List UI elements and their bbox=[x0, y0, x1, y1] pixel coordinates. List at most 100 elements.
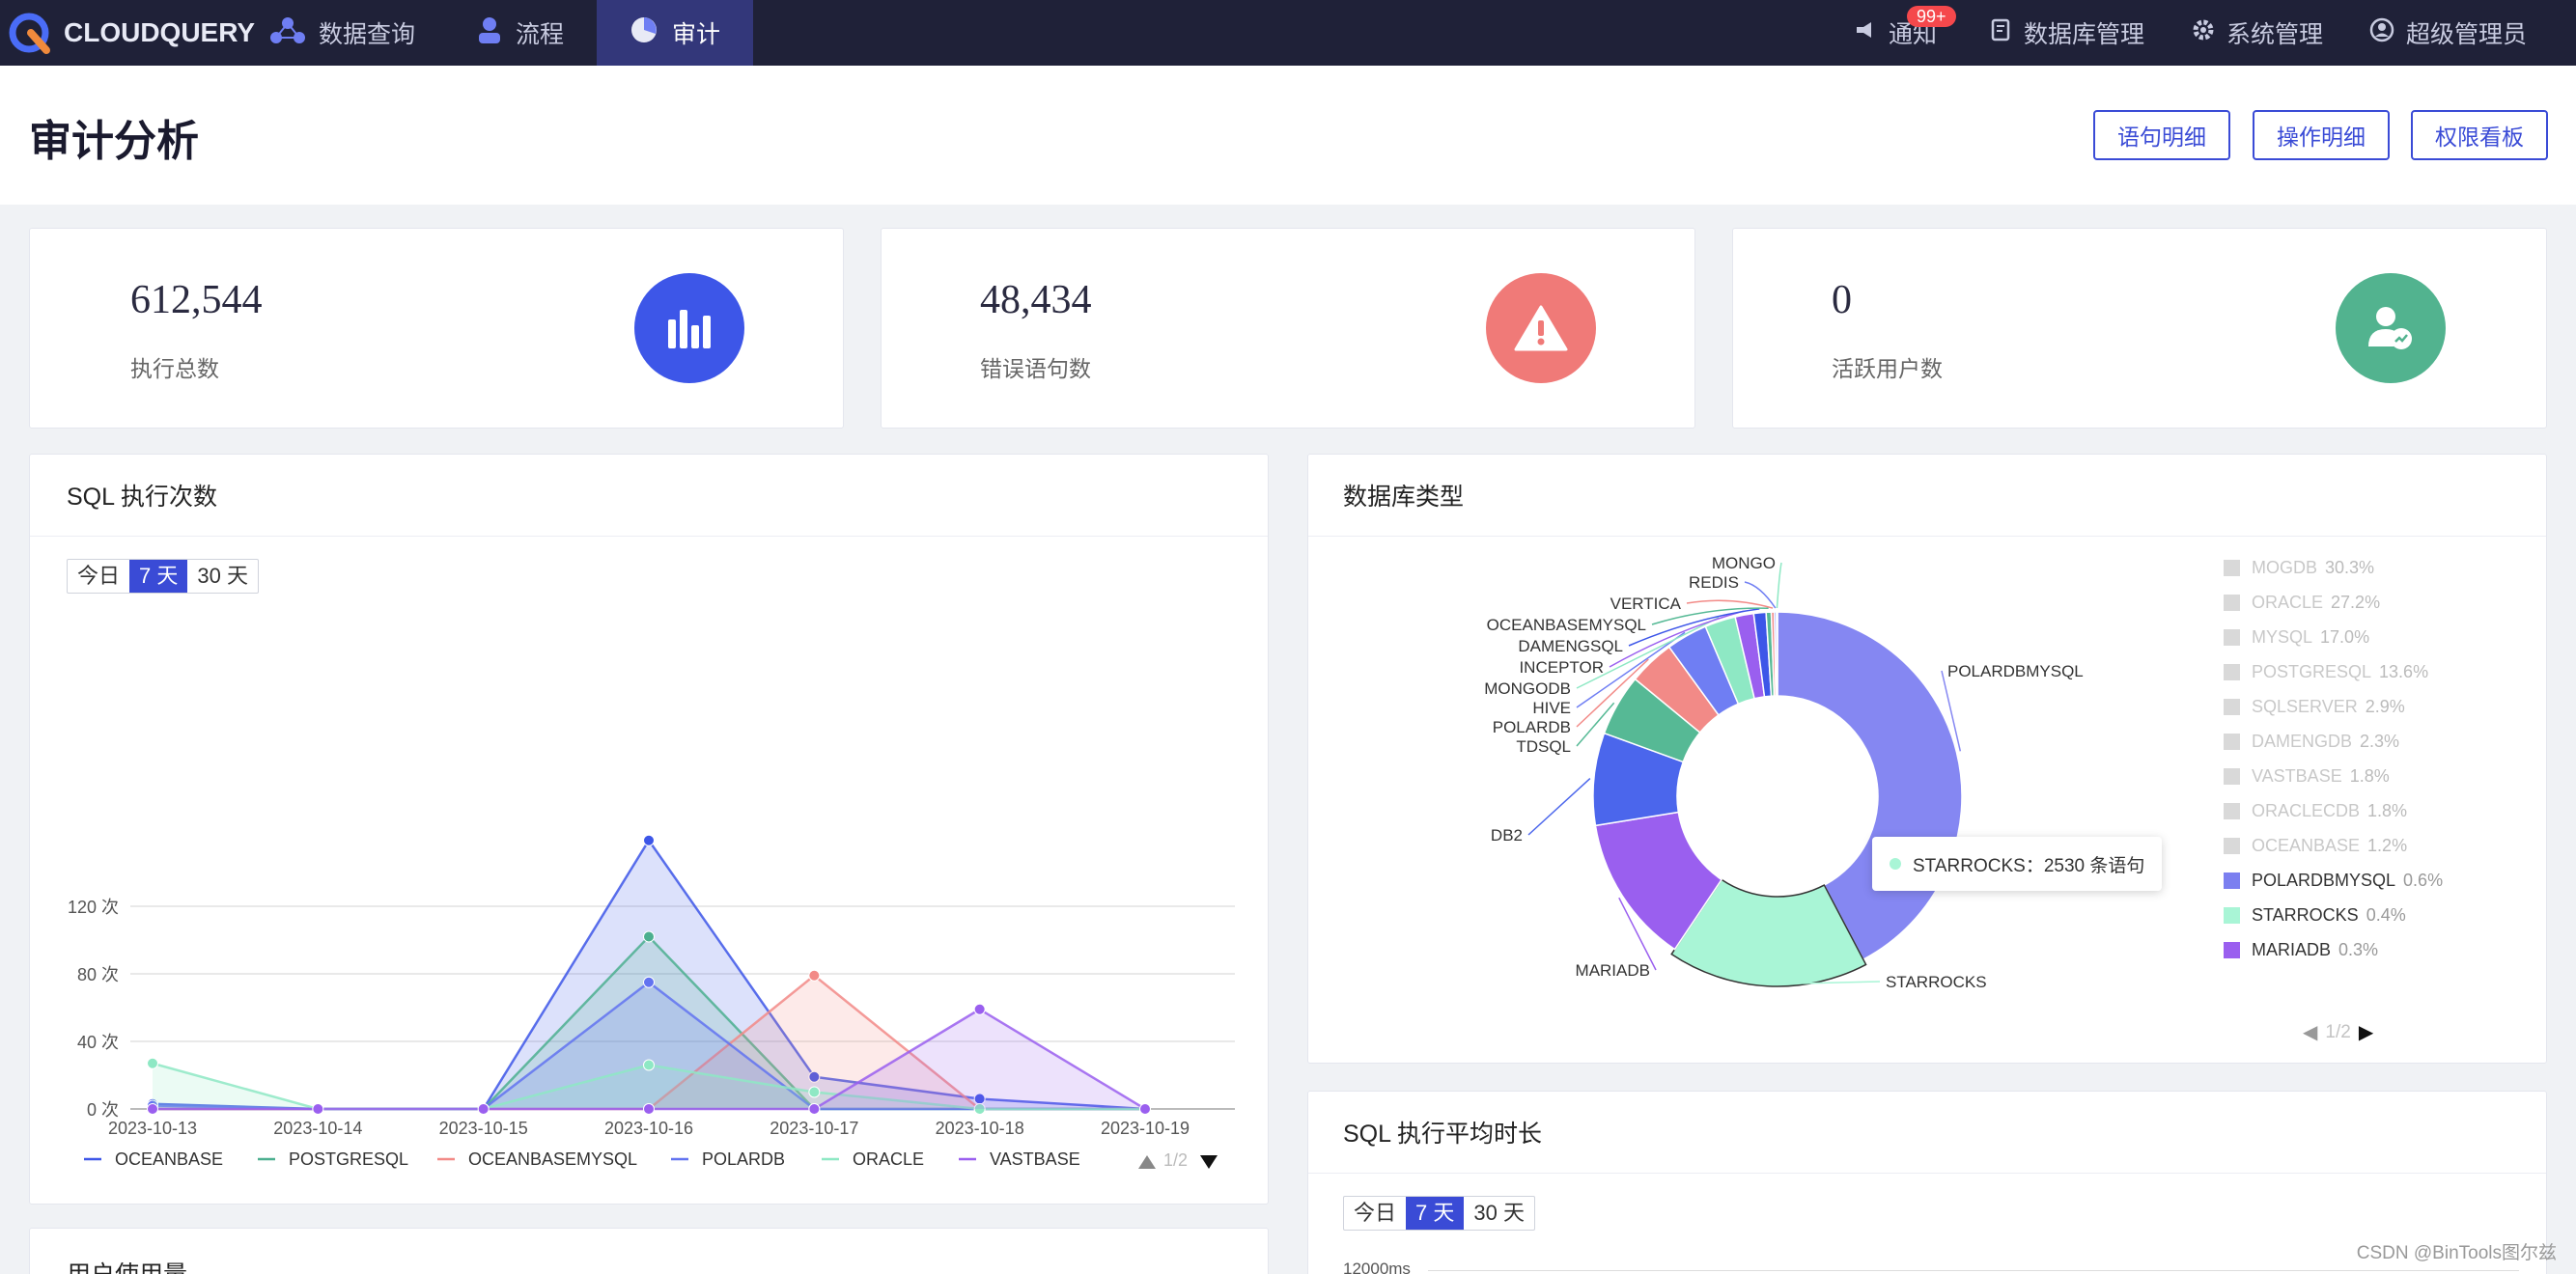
nav-db-manage[interactable]: 数据库管理 bbox=[1991, 0, 2144, 66]
legend-item[interactable]: STARROCKS 0.4% bbox=[2224, 905, 2406, 926]
watermark: CSDN @BinTools图尔兹 bbox=[2356, 1243, 2557, 1263]
legend-item[interactable]: DAMENGDB 2.3% bbox=[2224, 732, 2399, 752]
legend-label: VASTBASE bbox=[990, 1149, 1080, 1169]
nav-user-label: 超级管理员 bbox=[2406, 21, 2528, 48]
user-usage-card: 用户使用量 bbox=[29, 1228, 1269, 1274]
permission-board-button[interactable]: 权限看板 bbox=[2411, 110, 2548, 160]
legend-swatch bbox=[2224, 907, 2240, 924]
data-point bbox=[808, 1070, 821, 1083]
legend-label: ORACLE bbox=[853, 1149, 924, 1169]
range-7-days[interactable]: 7 天 bbox=[1406, 1197, 1465, 1230]
legend-item[interactable]: POLARDBMYSQL 0.6% bbox=[2224, 871, 2443, 891]
legend-prev-icon[interactable] bbox=[1138, 1155, 1156, 1169]
legend-item: OCEANBASE bbox=[84, 1149, 223, 1169]
data-point bbox=[973, 1003, 986, 1015]
nav-db-manage-label: 数据库管理 bbox=[2024, 21, 2145, 48]
pie-label-line bbox=[1576, 617, 1720, 689]
legend-item[interactable]: POSTGRESQL 13.6% bbox=[2224, 662, 2428, 682]
nav-item-data-query[interactable]: 数据查询 bbox=[266, 0, 421, 66]
notification-badge: 99+ bbox=[1907, 6, 1956, 27]
stat-card-active-users: 0 活跃用户数 bbox=[1732, 228, 2547, 429]
pager-prev-icon[interactable]: ◀ bbox=[2303, 1022, 2318, 1043]
legend-percent: 17.0% bbox=[2320, 627, 2370, 647]
y-axis-top-gridline bbox=[1428, 1270, 2519, 1271]
stat-label: 活跃用户数 bbox=[1832, 356, 1943, 381]
legend-percent: 1.8% bbox=[2349, 766, 2390, 786]
card-divider bbox=[1308, 536, 2546, 537]
logo[interactable]: CLOUDQUERY bbox=[8, 8, 255, 58]
data-point bbox=[312, 1103, 324, 1115]
sql-exec-card: SQL 执行次数 今日 7 天 30 天 0 次 40 次 80 次 120 次 202… bbox=[29, 454, 1269, 1205]
series-area bbox=[153, 982, 1145, 1109]
series-area bbox=[153, 1063, 1145, 1109]
legend-label: MARIADB bbox=[2252, 940, 2332, 959]
series-area bbox=[153, 1009, 1145, 1109]
card-title: SQL 执行平均时长 bbox=[1343, 1121, 1543, 1148]
y-tick-label: 120 次 bbox=[68, 898, 119, 917]
operation-detail-button[interactable]: 操作明细 bbox=[2253, 110, 2390, 160]
legend-label: ORACLE bbox=[2252, 593, 2324, 612]
legend-item[interactable]: ORACLECDB 1.8% bbox=[2224, 801, 2407, 821]
legend-swatch bbox=[2224, 699, 2240, 715]
database-doc-icon bbox=[1991, 18, 2012, 48]
legend-next-icon[interactable] bbox=[1200, 1155, 1218, 1169]
legend-item[interactable]: MARIADB 0.3% bbox=[2224, 940, 2378, 960]
data-point bbox=[808, 1103, 821, 1115]
data-point bbox=[643, 1103, 655, 1115]
pie-label-line bbox=[1651, 607, 1769, 625]
stat-card-error-count: 48,434 错误语句数 bbox=[881, 228, 1695, 429]
legend-label: MOGDB bbox=[2252, 558, 2318, 577]
nav-sys-manage[interactable]: 系统管理 bbox=[2192, 0, 2323, 66]
nav-item-audit[interactable]: 审计 bbox=[597, 0, 753, 66]
legend-pager: ◀ 1/2 ▶ bbox=[2303, 1020, 2373, 1044]
avg-time-card: SQL 执行平均时长 今日 7 天 30 天 12000ms bbox=[1307, 1091, 2547, 1274]
legend-swatch bbox=[2224, 803, 2240, 819]
user-trend-icon bbox=[2336, 273, 2446, 383]
range-30-days[interactable]: 30 天 bbox=[197, 564, 248, 588]
range-7-days[interactable]: 7 天 bbox=[129, 560, 188, 593]
legend-label: POSTGRESQL bbox=[289, 1149, 408, 1169]
card-divider bbox=[1308, 1173, 2546, 1174]
legend-swatch bbox=[2224, 664, 2240, 680]
legend-percent: 2.9% bbox=[2365, 697, 2405, 716]
legend-item[interactable]: MYSQL 17.0% bbox=[2224, 627, 2369, 648]
range-today[interactable]: 今日 bbox=[77, 564, 121, 588]
data-point bbox=[147, 1057, 158, 1069]
legend-item: OCEANBASEMYSQL bbox=[437, 1149, 637, 1169]
data-point bbox=[643, 1059, 655, 1071]
legend-swatch bbox=[2224, 734, 2240, 750]
legend-percent: 0.3% bbox=[2338, 940, 2379, 959]
pie-label: MONGODB bbox=[1484, 679, 1571, 698]
card-divider bbox=[30, 536, 1268, 537]
legend-label: POSTGRESQL bbox=[2252, 662, 2372, 681]
legend-item[interactable]: SQLSERVER 2.9% bbox=[2224, 697, 2405, 717]
y-tick-label: 0 次 bbox=[87, 1100, 119, 1120]
legend-item: POLARDB bbox=[671, 1149, 785, 1169]
legend-item: VASTBASE bbox=[959, 1149, 1080, 1169]
range-30-days[interactable]: 30 天 bbox=[1473, 1201, 1525, 1225]
legend-item[interactable]: VASTBASE 1.8% bbox=[2224, 766, 2390, 787]
db-type-chart: POLARDBMYSQL STARROCKS MARIADB DB2 TDSQLPOLA… bbox=[1484, 554, 2084, 991]
range-today[interactable]: 今日 bbox=[1354, 1201, 1397, 1225]
pie-label: HIVE bbox=[1532, 699, 1571, 717]
pie-label-line bbox=[1776, 562, 1782, 609]
x-tick-label: 2023-10-19 bbox=[1101, 1119, 1190, 1138]
legend-swatch bbox=[2224, 560, 2240, 576]
nav-user[interactable]: 超级管理员 bbox=[2369, 0, 2527, 66]
legend-item[interactable]: ORACLE 27.2% bbox=[2224, 593, 2380, 613]
bar-chart-icon bbox=[634, 273, 744, 383]
pie-label-line bbox=[1941, 670, 1962, 752]
nav-item-flow[interactable]: 流程 bbox=[477, 0, 602, 66]
legend-swatch bbox=[2224, 629, 2240, 646]
legend-swatch bbox=[2224, 595, 2240, 611]
pager-next-icon[interactable]: ▶ bbox=[2358, 1022, 2374, 1043]
pie-label-line bbox=[1576, 658, 1649, 728]
legend-item[interactable]: MOGDB 30.3% bbox=[2224, 558, 2374, 578]
series-area bbox=[153, 975, 1145, 1109]
legend-percent: 27.2% bbox=[2331, 593, 2381, 612]
data-point bbox=[477, 1103, 490, 1115]
x-tick-label: 2023-10-14 bbox=[273, 1119, 362, 1138]
legend-item[interactable]: OCEANBASE 1.2% bbox=[2224, 836, 2407, 856]
pie-label: OCEANBASEMYSQL bbox=[1487, 616, 1646, 634]
statement-detail-button[interactable]: 语句明细 bbox=[2093, 110, 2230, 160]
